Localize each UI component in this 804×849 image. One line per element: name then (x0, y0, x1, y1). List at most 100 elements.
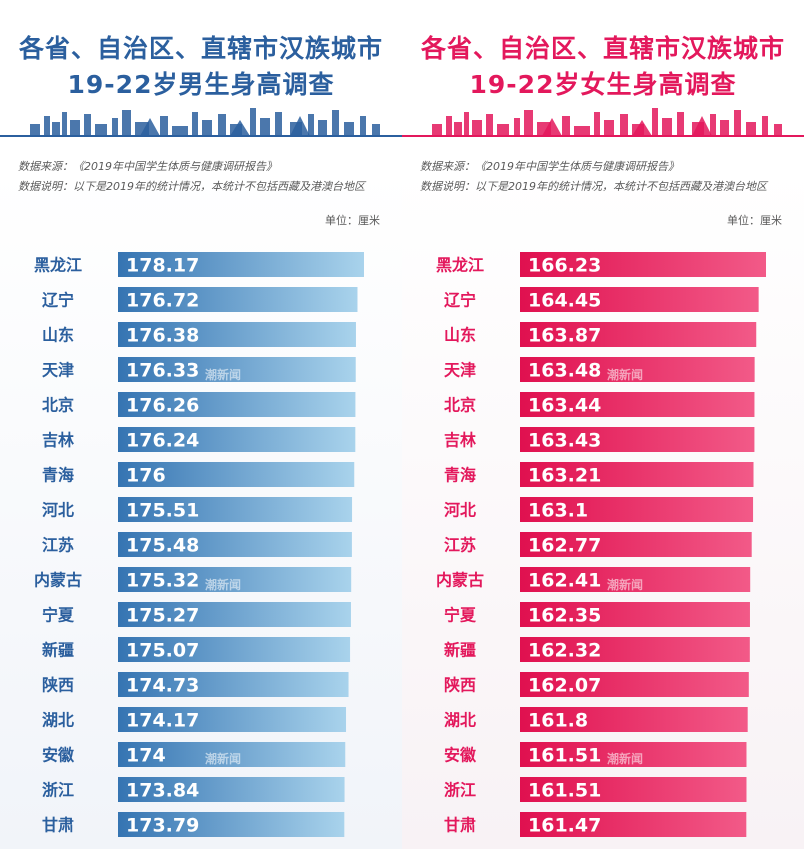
height-bar (118, 532, 352, 557)
female-data-description: 数据说明：以下是2019年的统计情况，本统计不包括西藏及港澳台地区 (420, 180, 767, 193)
watermark: 潮新闻 (205, 368, 242, 382)
height-value-label: 161.51 (528, 780, 601, 802)
province-label: 内蒙古 (436, 571, 484, 590)
skyline-building (432, 124, 442, 136)
province-label: 青海 (42, 466, 74, 485)
height-bar (520, 567, 751, 592)
height-bar (118, 497, 353, 522)
skyline-building (112, 118, 118, 136)
skyline-building (454, 122, 462, 136)
height-value-label: 162.77 (528, 535, 601, 557)
skyline-building (734, 110, 741, 136)
province-label: 江苏 (444, 536, 476, 555)
height-bar (520, 602, 750, 627)
skyline-building (720, 120, 729, 136)
watermark: 潮新闻 (607, 368, 644, 382)
male-data-description: 数据说明：以下是2019年的统计情况，本统计不包括西藏及港澳台地区 (18, 180, 365, 193)
skyline-building (62, 112, 67, 136)
height-value-label: 176.33 (126, 360, 199, 382)
province-label: 甘肃 (444, 816, 476, 835)
skyline-building (762, 116, 768, 136)
height-value-label: 174 (126, 745, 166, 767)
province-label: 安徽 (42, 746, 75, 765)
height-bar (520, 497, 754, 522)
height-value-label: 176 (126, 465, 166, 487)
province-label: 吉林 (42, 431, 74, 450)
skyline-tower (230, 120, 250, 136)
height-bar (520, 462, 754, 487)
province-label: 天津 (444, 361, 476, 380)
height-bar (520, 322, 757, 347)
skyline-building (372, 124, 380, 136)
height-bar (118, 812, 345, 837)
height-value-label: 175.48 (126, 535, 199, 557)
watermark: 潮新闻 (205, 752, 242, 766)
height-value-label: 175.27 (126, 605, 199, 627)
height-value-label: 176.72 (126, 290, 199, 312)
skyline-building (172, 126, 188, 136)
height-bar (520, 812, 747, 837)
province-label: 吉林 (444, 431, 476, 450)
height-value-label: 162.41 (528, 570, 601, 592)
province-label: 新疆 (444, 641, 476, 660)
skyline-building (746, 122, 756, 136)
skyline-building (677, 112, 684, 136)
skyline-building (604, 120, 614, 136)
skyline-building (620, 114, 628, 136)
skyline-building (70, 120, 80, 136)
height-value-label: 163.87 (528, 325, 601, 347)
height-value-label: 161.8 (528, 710, 588, 732)
skyline-building (594, 112, 600, 136)
province-label: 陕西 (42, 676, 74, 695)
skyline-building (486, 114, 493, 136)
height-value-label: 173.79 (126, 815, 199, 837)
province-label: 宁夏 (444, 606, 477, 625)
female-data-source: 数据来源：《2019年中国学生体质与健康调研报告》 (420, 160, 679, 173)
male-unit-label: 单位：厘米 (325, 214, 380, 227)
height-bar (118, 287, 358, 312)
province-label: 内蒙古 (34, 571, 82, 590)
province-label: 江苏 (42, 536, 74, 555)
province-label: 宁夏 (42, 606, 75, 625)
height-value-label: 162.35 (528, 605, 601, 627)
height-bar (118, 637, 351, 662)
height-bar (520, 252, 766, 277)
height-bar (118, 392, 356, 417)
height-bar (520, 357, 755, 382)
skyline-building (446, 116, 452, 136)
skyline-building (344, 122, 354, 136)
height-value-label: 161.51 (528, 745, 601, 767)
skyline-building (260, 118, 270, 136)
skyline-tower (140, 118, 160, 136)
province-label: 辽宁 (444, 291, 476, 310)
skyline-building (250, 108, 256, 136)
province-label: 湖北 (444, 711, 476, 730)
height-value-label: 163.48 (528, 360, 601, 382)
height-value-label: 163.44 (528, 395, 601, 417)
province-label: 天津 (42, 361, 74, 380)
skyline-building (464, 112, 469, 136)
height-bar (520, 287, 759, 312)
watermark: 潮新闻 (205, 578, 242, 592)
skyline-building (84, 114, 91, 136)
skyline-building (662, 118, 672, 136)
height-bar (118, 462, 355, 487)
female-unit-label: 单位：厘米 (727, 214, 782, 227)
height-value-label: 161.47 (528, 815, 601, 837)
height-bar (118, 742, 346, 767)
height-value-label: 163.43 (528, 430, 601, 452)
height-value-label: 166.23 (528, 255, 601, 277)
province-label: 河北 (42, 501, 74, 520)
height-bar (118, 707, 347, 732)
skyline-building (562, 116, 570, 136)
height-value-label: 175.51 (126, 500, 199, 522)
province-label: 黑龙江 (34, 256, 82, 275)
height-bar (118, 252, 364, 277)
height-value-label: 162.07 (528, 675, 601, 697)
height-bar (118, 567, 352, 592)
height-value-label: 173.84 (126, 780, 199, 802)
province-label: 山东 (42, 326, 74, 345)
province-label: 浙江 (444, 781, 476, 800)
height-bar (520, 637, 750, 662)
skyline-building (472, 120, 482, 136)
